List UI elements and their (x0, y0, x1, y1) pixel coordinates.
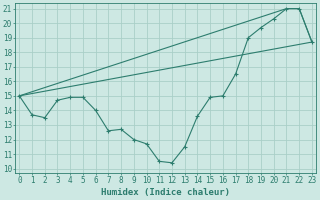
X-axis label: Humidex (Indice chaleur): Humidex (Indice chaleur) (101, 188, 230, 197)
